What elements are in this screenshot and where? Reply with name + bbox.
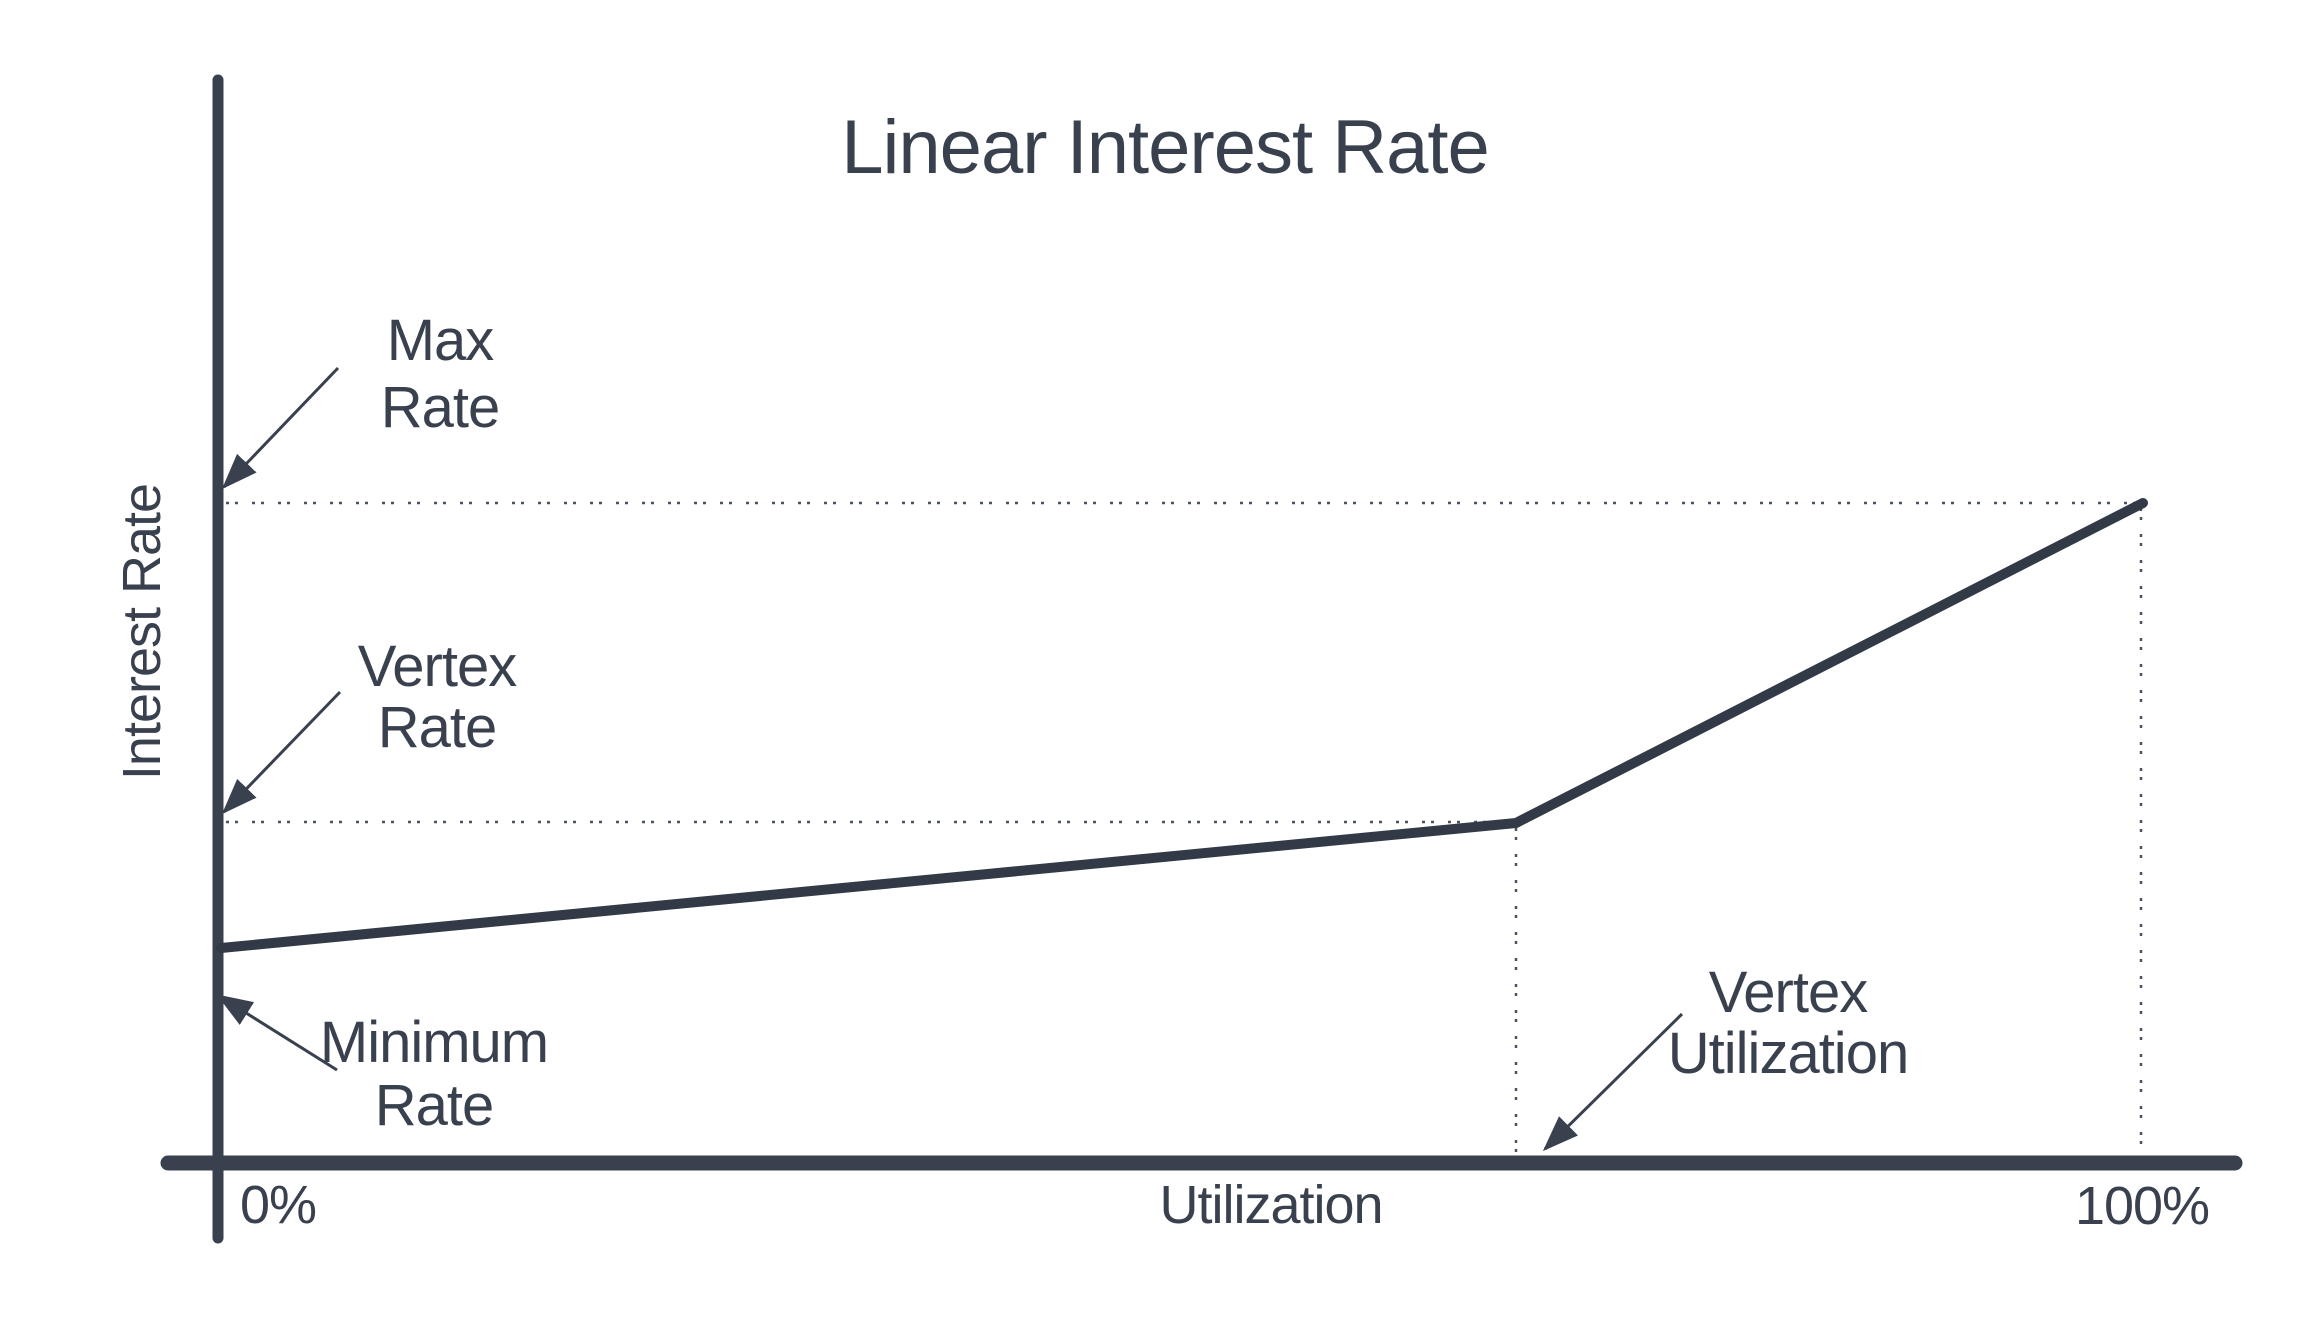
x-tick-100-percent: 100%: [2075, 1176, 2209, 1236]
vertex-rate-annotation: Vertex Rate: [358, 634, 518, 760]
x-tick-0-percent: 0%: [240, 1175, 316, 1235]
chart-title: Linear Interest Rate: [841, 105, 1489, 190]
vertex-utilization-arrow: [1542, 1012, 1684, 1152]
vertex-rate-arrow: [221, 690, 342, 815]
max-rate-arrow: [221, 366, 340, 490]
max-rate-label-line1: Max: [387, 308, 495, 373]
vertex-rate-label-line1: Vertex: [358, 634, 517, 699]
y-axis-label: Interest Rate: [112, 484, 172, 780]
minimum-rate-label-line1: Minimum: [320, 1010, 548, 1075]
max-rate-annotation: Max Rate: [381, 308, 501, 440]
minimum-rate-arrow: [216, 994, 338, 1072]
vertex-utilization-annotation: Vertex Utilization: [1668, 960, 1909, 1086]
minimum-rate-annotation: Minimum Rate: [320, 1010, 549, 1138]
x-axis-label: Utilization: [1159, 1175, 1382, 1235]
max-rate-label-line2: Rate: [381, 375, 500, 440]
vertex-utilization-label-line2: Utilization: [1668, 1021, 1908, 1086]
interest-rate-curve: [216, 498, 2148, 953]
vertex-utilization-label-line1: Vertex: [1709, 960, 1868, 1025]
vertex-rate-label-line2: Rate: [378, 695, 497, 760]
minimum-rate-label-line2: Rate: [375, 1073, 494, 1138]
